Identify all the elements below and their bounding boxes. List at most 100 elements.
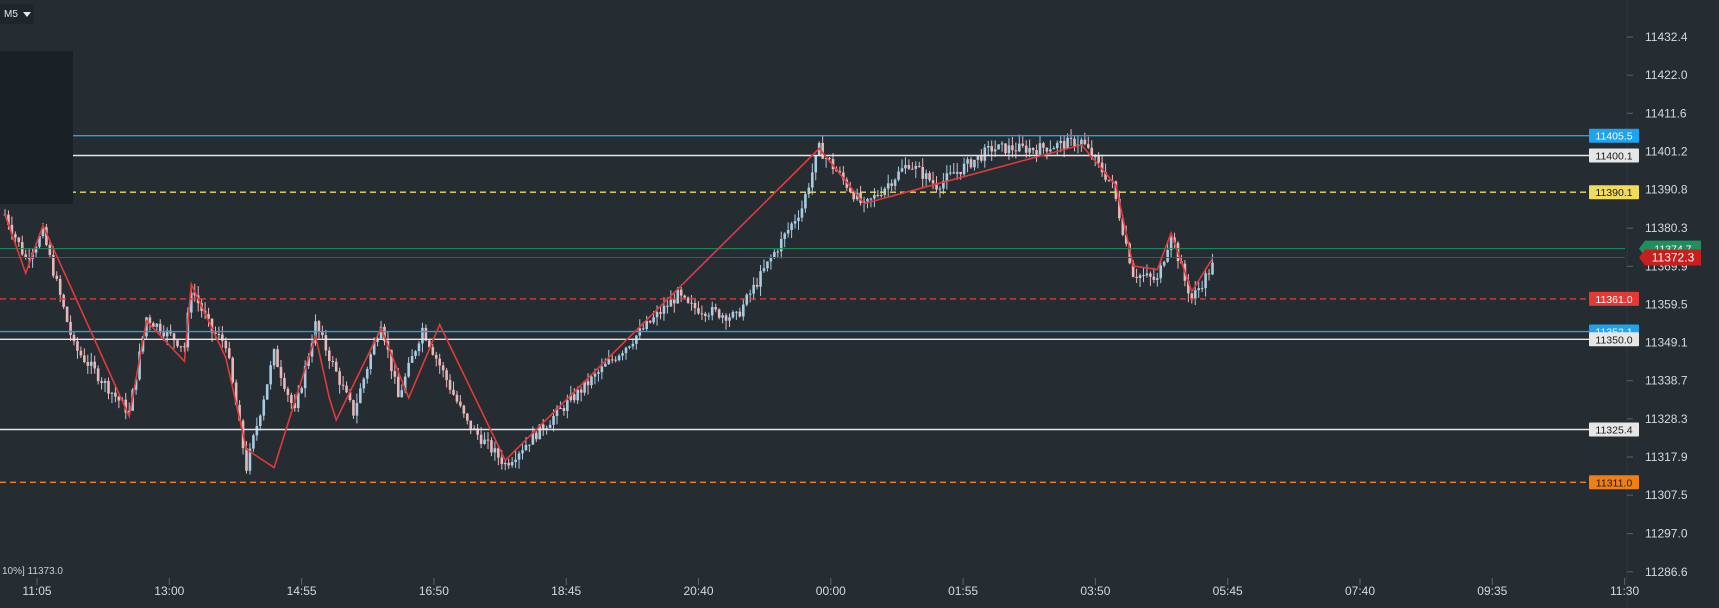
candle (624, 346, 628, 360)
candle (604, 358, 607, 367)
candle (859, 185, 862, 206)
candle (96, 365, 100, 385)
candle-body (1142, 275, 1145, 277)
candle-body (652, 317, 655, 323)
candle (735, 310, 738, 320)
candle-body (572, 394, 576, 401)
x-tick-label: 05:45 (1213, 584, 1243, 598)
candle-body (824, 157, 828, 159)
candle-body (124, 399, 128, 413)
candle (911, 162, 914, 170)
candle-body (283, 377, 286, 389)
candle (355, 393, 359, 424)
candle-body (338, 371, 341, 385)
level-label-bg (1589, 185, 1639, 200)
candle-body (679, 289, 683, 296)
candle-body (659, 312, 662, 314)
candle (755, 277, 759, 290)
candle-body (1166, 250, 1169, 262)
candle-body (1200, 288, 1204, 290)
candle (610, 355, 614, 364)
candle (62, 293, 65, 310)
candle-body (359, 388, 362, 403)
candle (334, 358, 338, 373)
candle (724, 313, 728, 330)
candle-body (531, 432, 535, 445)
candle (562, 404, 566, 416)
candle-body (700, 313, 704, 315)
candle (69, 315, 72, 342)
candle (52, 246, 55, 279)
candle (172, 332, 176, 349)
candle-body (1121, 218, 1125, 235)
candle-body (969, 159, 973, 168)
candle-body (1042, 143, 1045, 148)
candle-body (1124, 234, 1128, 244)
timeframe-selector[interactable]: M5 (0, 4, 34, 24)
candle (290, 392, 293, 409)
candle-body (673, 299, 676, 304)
candle (1197, 281, 1200, 298)
candle-body (917, 165, 921, 168)
level-label-bg (1589, 422, 1639, 437)
candle (1021, 136, 1025, 148)
candle-body (459, 401, 462, 406)
candle-body (1145, 273, 1149, 276)
side-panel (0, 51, 73, 204)
candle-body (510, 462, 514, 466)
candle-body (566, 400, 569, 411)
candle-body (238, 404, 241, 421)
candle (434, 351, 438, 367)
candle-body (990, 146, 993, 152)
candle-body (745, 294, 749, 305)
candle (1073, 136, 1076, 152)
candle-body (134, 379, 138, 390)
candle-body (690, 302, 693, 304)
candle (1200, 280, 1204, 293)
x-tick-label: 11:30 (1610, 584, 1639, 598)
candle-body (773, 252, 776, 258)
candle (797, 210, 800, 230)
candle-body (583, 381, 586, 393)
level-label-bg (1589, 128, 1639, 143)
candle-body (321, 331, 324, 336)
candle (1045, 147, 1049, 160)
candle (748, 289, 752, 303)
candle-body (390, 349, 393, 372)
candle-body (1204, 273, 1207, 289)
candle (407, 357, 410, 378)
candle-body (576, 389, 579, 401)
candle (1207, 269, 1211, 281)
candle-body (110, 392, 114, 394)
candle-body (952, 172, 956, 174)
candle (811, 163, 814, 195)
candle-body (1193, 290, 1197, 300)
candle-body (431, 347, 435, 355)
candle (842, 166, 845, 185)
candle-body (1018, 143, 1021, 152)
level-label-bg (1589, 475, 1639, 490)
candle-body (655, 312, 659, 318)
candle-body (507, 462, 510, 466)
candle-body (831, 159, 835, 170)
candle (445, 367, 448, 388)
candle (869, 197, 873, 208)
candle (1190, 292, 1194, 304)
y-tick-label: 11359.5 (1645, 297, 1688, 311)
candle-body (1052, 148, 1056, 150)
candle-body (900, 168, 904, 172)
candle-body (303, 365, 307, 389)
candle (679, 286, 683, 302)
candle (800, 200, 804, 222)
y-tick-label: 11390.8 (1645, 183, 1688, 197)
candle-body (724, 315, 728, 321)
candle-body (165, 330, 169, 337)
candle (1018, 134, 1021, 153)
level-label-text: 11390.1 (1595, 187, 1632, 199)
candle (928, 170, 931, 183)
candle-body (597, 372, 600, 374)
candle (279, 360, 283, 386)
candle-body (372, 341, 376, 355)
candle-body (793, 221, 797, 224)
